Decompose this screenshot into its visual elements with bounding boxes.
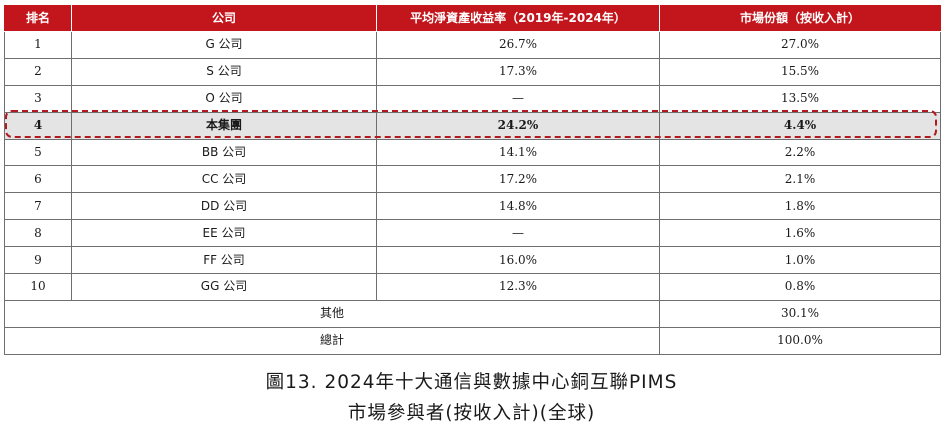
others-share: 30.1% (659, 299, 941, 328)
roe-cell: 16.0% (376, 246, 660, 275)
rank-cell: 2 (4, 57, 72, 86)
table-row: 2 S 公司 17.3% 15.5% (4, 57, 941, 86)
rank-cell: 5 (4, 138, 72, 167)
table-row: 5 BB 公司 14.1% 2.2% (4, 138, 941, 167)
share-cell: 1.8% (659, 192, 941, 221)
share-cell: 2.2% (659, 138, 941, 167)
rank-cell: 10 (4, 273, 72, 301)
table-row-highlighted: 4 本集團 24.2% 4.4% (4, 111, 941, 140)
total-label: 總計 (4, 326, 660, 355)
table-body: 1 G 公司 26.7% 27.0% 2 S 公司 17.3% 15.5% 3 … (4, 31, 941, 355)
company-cell: CC 公司 (71, 165, 377, 194)
rank-cell: 1 (4, 31, 72, 59)
roe-cell: 14.8% (376, 192, 660, 221)
table-row: 10 GG 公司 12.3% 0.8% (4, 273, 941, 301)
roe-cell: 12.3% (376, 273, 660, 301)
share-cell: 0.8% (659, 273, 941, 301)
rank-cell: 3 (4, 84, 72, 113)
company-cell: 本集團 (71, 111, 377, 140)
table-row: 3 O 公司 — 13.5% (4, 84, 941, 113)
table-header-row: 排名 公司 平均淨資產收益率（2019年-2024年） 市場份額（按收入計） (4, 5, 941, 32)
roe-cell: 17.2% (376, 165, 660, 194)
caption-line-1: 圖13. 2024年十大通信與數據中心銅互聯PIMS (265, 372, 678, 393)
company-cell: O 公司 (71, 84, 377, 113)
table-row: 7 DD 公司 14.8% 1.8% (4, 192, 941, 221)
header-rank: 排名 (4, 5, 72, 32)
company-cell: EE 公司 (71, 219, 377, 248)
company-cell: BB 公司 (71, 138, 377, 167)
total-row: 總計 100.0% (4, 326, 941, 355)
company-cell: S 公司 (71, 57, 377, 86)
total-share: 100.0% (659, 326, 941, 355)
roe-cell: 17.3% (376, 57, 660, 86)
roe-cell: 24.2% (376, 111, 660, 140)
rank-cell: 6 (4, 165, 72, 194)
others-label: 其他 (4, 299, 660, 328)
header-roe: 平均淨資產收益率（2019年-2024年） (376, 5, 660, 32)
caption-line-2: 市場參與者(按收入計)(全球) (347, 403, 596, 424)
share-cell: 2.1% (659, 165, 941, 194)
roe-cell: — (376, 84, 660, 113)
roe-cell: 26.7% (376, 31, 660, 59)
share-cell: 1.6% (659, 219, 941, 248)
table-row: 8 EE 公司 — 1.6% (4, 219, 941, 248)
roe-cell: — (376, 219, 660, 248)
share-cell: 15.5% (659, 57, 941, 86)
figure-caption: 圖13. 2024年十大通信與數據中心銅互聯PIMS 市場參與者(按收入計)(全… (0, 367, 943, 429)
roe-cell: 14.1% (376, 138, 660, 167)
header-company: 公司 (71, 5, 377, 32)
header-market-share: 市場份額（按收入計） (659, 5, 941, 32)
ranking-table: 排名 公司 平均淨資產收益率（2019年-2024年） 市場份額（按收入計） 1… (4, 5, 941, 355)
table-row: 9 FF 公司 16.0% 1.0% (4, 246, 941, 275)
rank-cell: 8 (4, 219, 72, 248)
company-cell: G 公司 (71, 31, 377, 59)
others-row: 其他 30.1% (4, 299, 941, 328)
rank-cell: 7 (4, 192, 72, 221)
company-cell: DD 公司 (71, 192, 377, 221)
company-cell: GG 公司 (71, 273, 377, 301)
rank-cell: 4 (4, 111, 72, 140)
share-cell: 4.4% (659, 111, 941, 140)
table-row: 1 G 公司 26.7% 27.0% (4, 31, 941, 59)
ranking-table-container: 排名 公司 平均淨資產收益率（2019年-2024年） 市場份額（按收入計） 1… (4, 5, 941, 355)
share-cell: 27.0% (659, 31, 941, 59)
share-cell: 13.5% (659, 84, 941, 113)
share-cell: 1.0% (659, 246, 941, 275)
rank-cell: 9 (4, 246, 72, 275)
table-row: 6 CC 公司 17.2% 2.1% (4, 165, 941, 194)
company-cell: FF 公司 (71, 246, 377, 275)
